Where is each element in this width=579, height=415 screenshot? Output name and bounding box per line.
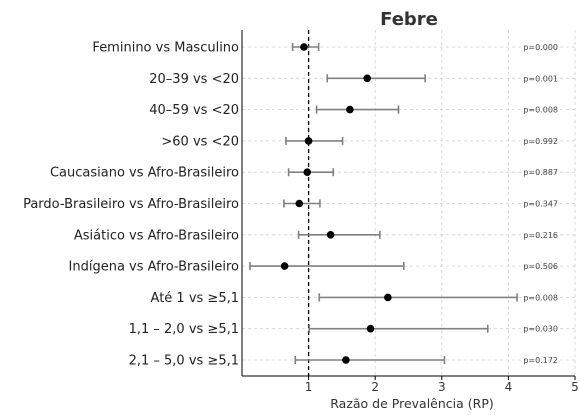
x-tick-label: 3 xyxy=(438,380,446,394)
p-value: p=0.347 xyxy=(523,200,558,209)
rows-layer: Feminino vs Masculino p=0.000 20–39 vs <20… xyxy=(23,41,558,369)
forest-row: >60 vs <20 p=0.992 xyxy=(161,134,558,149)
p-value: p=0.000 xyxy=(523,43,558,52)
p-value: p=0.992 xyxy=(523,137,558,146)
point-estimate xyxy=(303,168,312,176)
point-estimate xyxy=(384,293,392,302)
x-tick-layer: 1 2 3 4 5 xyxy=(305,376,579,394)
row-label: Feminino vs Masculino xyxy=(92,41,239,56)
p-value: p=0.008 xyxy=(523,106,558,115)
row-label: Até 1 vs ≥5,1 xyxy=(151,291,239,306)
x-tick-label: 4 xyxy=(505,380,513,394)
point-estimate xyxy=(363,74,372,83)
forest-row: Feminino vs Masculino p=0.000 xyxy=(92,41,558,56)
row-label: Asiático vs Afro-Brasileiro xyxy=(74,228,239,243)
x-tick-label: 5 xyxy=(571,380,579,394)
forest-row: 1,1 – 2,0 vs ≥5,1 p=0.030 xyxy=(129,322,558,337)
row-label: >60 vs <20 xyxy=(161,134,239,149)
row-label: 40–59 vs <20 xyxy=(149,103,239,118)
x-tick-label: 1 xyxy=(305,380,313,394)
point-estimate xyxy=(300,43,308,51)
point-estimate xyxy=(342,356,350,364)
p-value: p=0.887 xyxy=(523,168,558,177)
forest-row: Asiático vs Afro-Brasileiro p=0.216 xyxy=(74,228,558,243)
forest-row: 40–59 vs <20 p=0.008 xyxy=(149,103,558,118)
point-estimate xyxy=(295,199,304,208)
point-estimate xyxy=(326,231,335,239)
axis-layer xyxy=(241,30,575,377)
forest-row: Indígena vs Afro-Brasileiro p=0.506 xyxy=(69,260,558,275)
forest-row: Pardo-Brasileiro vs Afro-Brasileiro p=0.3… xyxy=(23,197,558,212)
point-estimate xyxy=(366,324,375,333)
p-value: p=0.008 xyxy=(523,293,558,302)
row-label: Pardo-Brasileiro vs Afro-Brasileiro xyxy=(23,197,239,212)
row-label: Indígena vs Afro-Brasileiro xyxy=(69,260,240,275)
forest-row: 20–39 vs <20 p=0.001 xyxy=(149,72,558,87)
p-value: p=0.506 xyxy=(523,262,558,271)
forest-row: Até 1 vs ≥5,1 p=0.008 xyxy=(151,291,558,306)
point-estimate xyxy=(346,105,354,114)
point-estimate xyxy=(280,262,289,270)
forest-row: Caucasiano vs Afro-Brasileiro p=0.887 xyxy=(50,166,558,181)
p-value: p=0.001 xyxy=(523,74,558,83)
chart-title: Febre xyxy=(380,9,438,30)
x-tick-label: 2 xyxy=(371,380,379,394)
row-label: 1,1 – 2,0 vs ≥5,1 xyxy=(129,322,239,337)
row-label: 2,1 – 5,0 vs ≥5,1 xyxy=(129,354,239,369)
point-estimate xyxy=(304,137,313,145)
row-label: Caucasiano vs Afro-Brasileiro xyxy=(50,166,239,181)
p-value: p=0.172 xyxy=(523,356,558,365)
p-value: p=0.216 xyxy=(523,231,558,240)
p-value: p=0.030 xyxy=(523,325,558,334)
x-axis-label: Razão de Prevalência (RP) xyxy=(330,396,493,411)
row-label: 20–39 vs <20 xyxy=(149,72,239,87)
forest-row: 2,1 – 5,0 vs ≥5,1 p=0.172 xyxy=(129,354,558,369)
